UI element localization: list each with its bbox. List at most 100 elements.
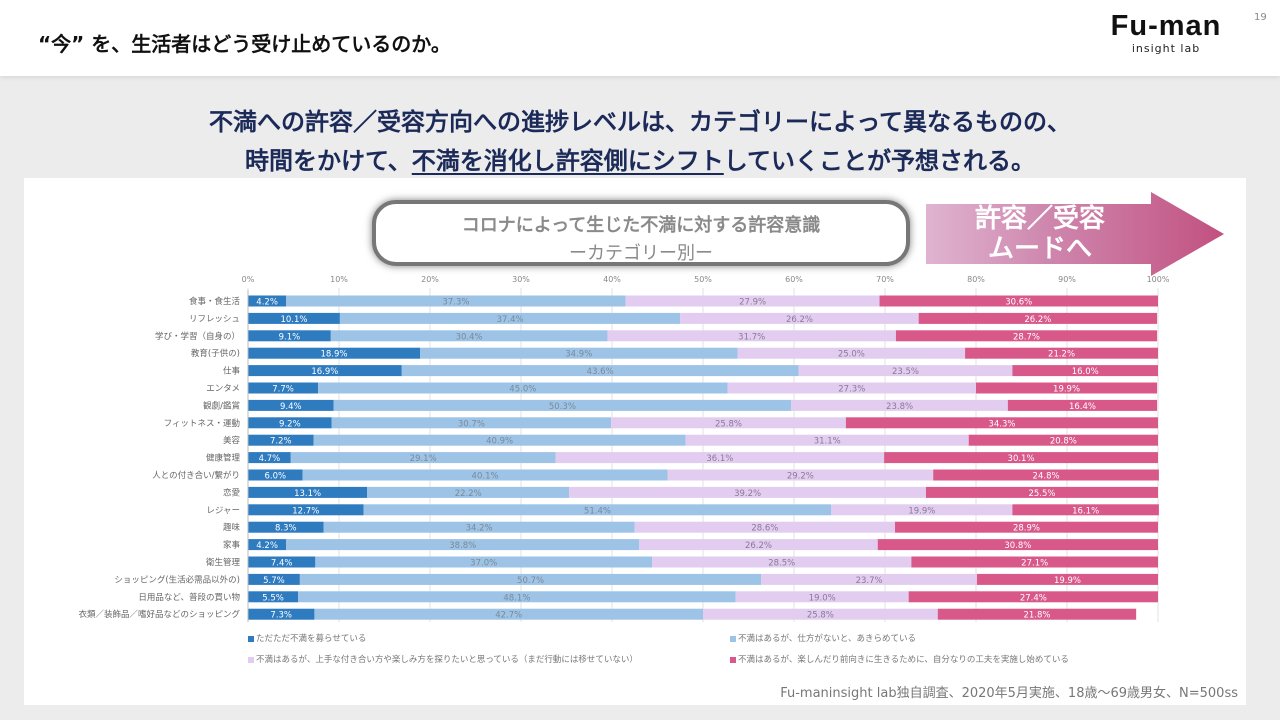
category-label: 美容	[223, 435, 241, 446]
bar-segment	[703, 608, 938, 620]
x-tick-label: 0%	[242, 275, 255, 284]
bar-segment	[286, 539, 640, 551]
data-label: 4.2%	[256, 541, 278, 551]
headline-line-1: 不満への許容／受容方向への進捗レベルは、カテゴリーによって異なるものの、	[208, 108, 1072, 136]
bar-segment	[877, 539, 1158, 551]
data-label: 50.7%	[517, 576, 544, 586]
data-label: 45.0%	[509, 385, 536, 395]
bar-segment	[569, 486, 926, 498]
bar-segment	[248, 469, 303, 481]
bar-segment	[333, 399, 792, 411]
bar-segment	[555, 452, 885, 464]
data-label: 27.1%	[1021, 559, 1048, 569]
x-tick-label: 70%	[876, 275, 894, 284]
category-label: 衣類／装飾品／嗜好品などのショッピング	[78, 609, 240, 620]
data-label: 39.2%	[734, 489, 761, 499]
data-label: 9.2%	[279, 419, 301, 429]
data-label: 30.1%	[1008, 454, 1035, 464]
data-label: 43.6%	[587, 367, 614, 377]
bar-segment	[685, 434, 969, 446]
bar-segment	[248, 434, 314, 446]
data-label: 27.3%	[838, 385, 865, 395]
bar-segment	[299, 573, 762, 585]
data-label: 51.4%	[584, 506, 611, 516]
category-label: 教育(子供の)	[191, 348, 240, 359]
bar-segment	[314, 608, 703, 620]
data-label: 19.9%	[1054, 576, 1081, 586]
data-label: 29.1%	[410, 454, 437, 464]
x-tick-label: 20%	[421, 275, 439, 284]
shift-arrow-icon	[926, 192, 1224, 276]
bar-segment	[331, 417, 612, 429]
headline-line-2: 時間をかけて、不満を消化し許容側にシフトしていくことが予想される。	[0, 141, 1280, 176]
bar-segment	[798, 365, 1013, 377]
bar-segment	[401, 365, 799, 377]
category-label: レジャー	[206, 506, 240, 516]
bar-segment	[248, 417, 332, 429]
bar-segment	[302, 469, 668, 481]
fu-man-logo: Fu-man insight lab	[1108, 10, 1224, 55]
bar-segment	[248, 399, 334, 411]
bar-segment	[330, 330, 608, 342]
data-label: 9.4%	[280, 402, 302, 412]
category-label: リフレッシュ	[189, 314, 240, 324]
bar-segment	[248, 539, 287, 551]
bar-segment	[1007, 399, 1158, 411]
x-tick-label: 30%	[512, 275, 530, 284]
data-label: 19.0%	[809, 593, 836, 603]
category-label: 観劇/鑑賞	[203, 400, 240, 411]
data-label: 26.2%	[1024, 315, 1051, 325]
headline-pre: 時間をかけて、	[244, 147, 412, 175]
bar-segment	[323, 521, 635, 533]
bar-segment	[737, 347, 966, 359]
category-label: 衛生管理	[206, 557, 241, 568]
chart-subtitle: ーカテゴリー別ー	[569, 243, 713, 264]
data-label: 23.7%	[856, 576, 883, 586]
bar-segment	[667, 469, 934, 481]
data-label: 23.5%	[892, 367, 919, 377]
data-label: 19.9%	[908, 506, 935, 516]
bar-segment	[652, 556, 912, 568]
legend-label-2: 不満はあるが、仕方がないと、あきらめている	[738, 634, 916, 644]
data-label: 7.3%	[270, 611, 292, 621]
legend-swatch-1	[248, 635, 254, 642]
data-label: 18.9%	[320, 350, 347, 360]
bar-segment	[937, 608, 1137, 620]
bar-segment	[248, 573, 300, 585]
data-label: 25.0%	[838, 350, 865, 360]
data-label: 30.7%	[458, 419, 485, 429]
data-label: 34.9%	[565, 350, 592, 360]
bar-segment	[625, 295, 880, 307]
legend-label-1: ただただ不満を募らせている	[256, 634, 367, 644]
bar-segment	[1012, 365, 1158, 377]
bar-segment	[248, 330, 331, 342]
bar-segment	[419, 347, 738, 359]
legend-item-2: 不満はあるが、仕方がないと、あきらめている	[730, 632, 916, 644]
data-label: 28.9%	[1013, 524, 1040, 534]
data-label: 7.2%	[270, 437, 292, 447]
logo-wordmark: Fu-man	[1110, 10, 1222, 42]
bar-segment	[248, 504, 364, 516]
bar-segment	[911, 556, 1158, 568]
data-label: 23.8%	[886, 402, 913, 412]
bar-segment	[968, 434, 1158, 446]
bar-segment	[879, 295, 1158, 307]
x-tick-label: 80%	[967, 275, 985, 284]
category-label: ショッピング(生活必需品以外の)	[114, 574, 240, 585]
data-label: 34.2%	[466, 524, 493, 534]
data-label: 16.4%	[1069, 402, 1096, 412]
data-label: 7.4%	[271, 559, 293, 569]
category-label: 人との付き合い/繋がり	[152, 470, 240, 481]
bar-segment	[248, 295, 287, 307]
bar-segment	[607, 330, 896, 342]
data-label: 36.1%	[706, 454, 733, 464]
data-label: 9.1%	[279, 332, 301, 342]
data-label: 29.2%	[787, 472, 814, 482]
data-label: 19.9%	[1053, 385, 1080, 395]
bar-segment	[965, 347, 1158, 359]
bar-segment	[248, 486, 368, 498]
page-number: 19	[1254, 12, 1267, 23]
bar-segment	[845, 417, 1158, 429]
data-label: 5.5%	[262, 593, 284, 603]
data-label: 16.9%	[311, 367, 338, 377]
